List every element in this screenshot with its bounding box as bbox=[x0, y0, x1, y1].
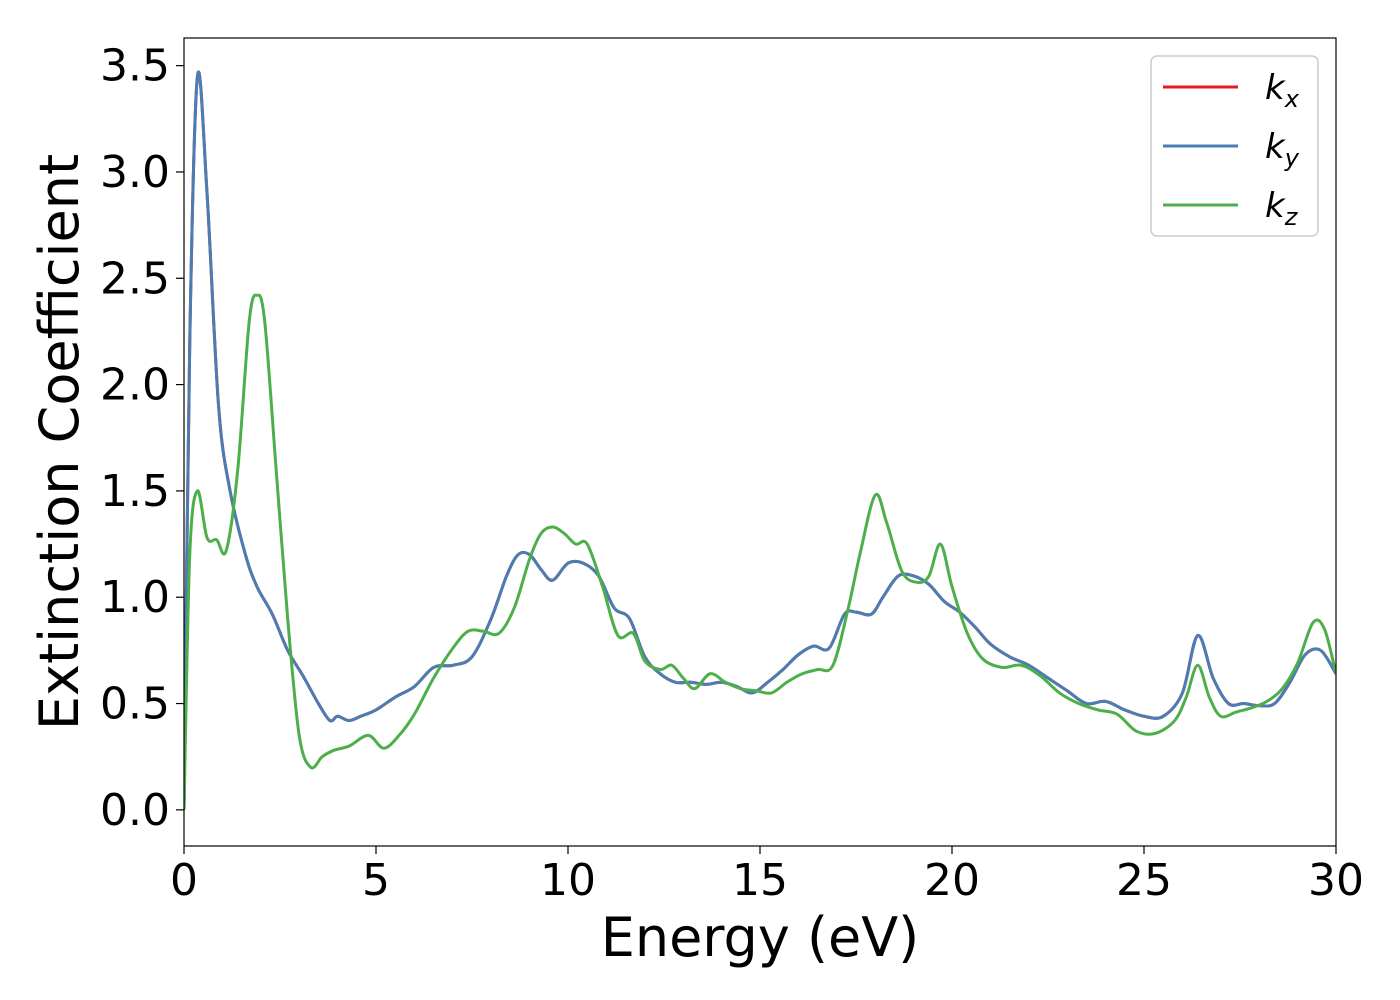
legend-label-kx: kx bbox=[1265, 68, 1300, 113]
y-tick-label: 1.5 bbox=[100, 466, 170, 517]
x-tick-label: 15 bbox=[732, 855, 788, 906]
y-tick-label: 3.5 bbox=[100, 41, 170, 92]
series-layer bbox=[184, 70, 1336, 810]
y-tick-label: 0.5 bbox=[100, 679, 170, 730]
legend: kx ky kz bbox=[1150, 55, 1319, 237]
x-axis: 0 5 10 15 20 25 30 bbox=[170, 846, 1364, 906]
y-tick-label: 2.5 bbox=[100, 253, 170, 304]
x-tick-label: 0 bbox=[170, 855, 198, 906]
series-line-ky bbox=[184, 70, 1336, 810]
x-tick-label: 25 bbox=[1116, 855, 1172, 906]
y-tick-label: 3.0 bbox=[100, 147, 170, 198]
x-tick-label: 30 bbox=[1308, 855, 1364, 906]
legend-label-ky: ky bbox=[1265, 127, 1300, 172]
x-tick-label: 20 bbox=[924, 855, 980, 906]
x-tick-label: 5 bbox=[362, 855, 390, 906]
x-tick-label: 10 bbox=[540, 855, 596, 906]
y-tick-label: 1.0 bbox=[100, 572, 170, 623]
y-tick-label: 2.0 bbox=[100, 360, 170, 411]
y-axis: 0.0 0.5 1.0 1.5 2.0 2.5 3.0 3.5 bbox=[100, 41, 184, 836]
legend-label-kz: kz bbox=[1265, 186, 1299, 231]
y-tick-label: 0.0 bbox=[100, 785, 170, 836]
x-axis-label: Energy (eV) bbox=[601, 906, 920, 969]
series-line-kz bbox=[184, 293, 1336, 810]
y-axis-label: Extinction Coefficient bbox=[28, 154, 91, 730]
